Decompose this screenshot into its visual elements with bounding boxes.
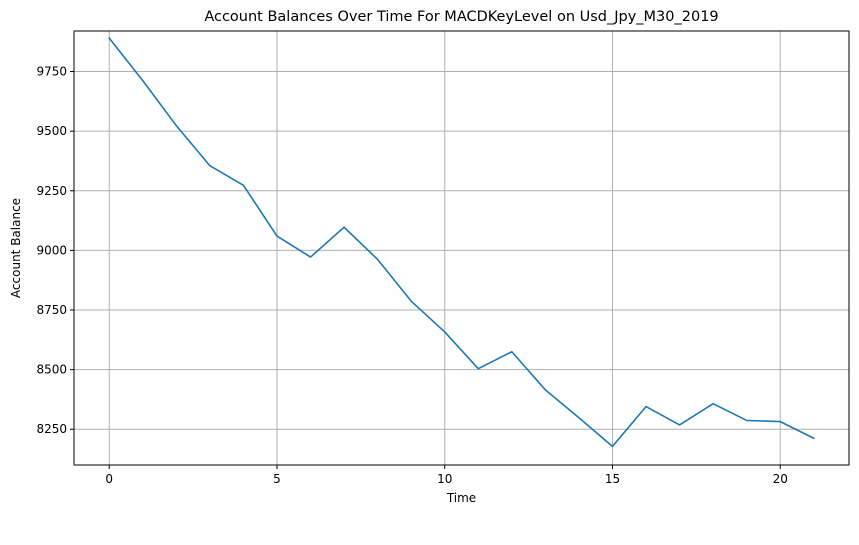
y-axis-label: Account Balance [9,198,23,298]
x-tick-label: 15 [605,472,620,486]
tick-layer: 0 5 10 15 20 8250 8500 8750 9000 9250 9500 9750 [36,65,787,486]
series-layer [108,37,815,448]
y-tick-label: 9000 [36,243,67,257]
y-tick-label: 9500 [36,124,67,138]
plot-frame [73,30,850,466]
series-line [108,37,815,448]
x-tick-label: 20 [773,472,788,486]
x-tick-label: 0 [105,472,113,486]
chart-title: Account Balances Over Time For MACDKeyLe… [204,9,718,25]
y-tick-label: 9750 [36,65,67,79]
x-tick-label: 5 [273,472,281,486]
y-tick-label: 8500 [36,363,67,377]
y-tick-label: 8750 [36,303,67,317]
y-tick-label: 9250 [36,184,67,198]
y-tick-label: 8250 [36,422,67,436]
x-axis-label: Time [446,491,476,505]
grid-lines [74,31,849,465]
x-tick-label: 10 [437,472,452,486]
